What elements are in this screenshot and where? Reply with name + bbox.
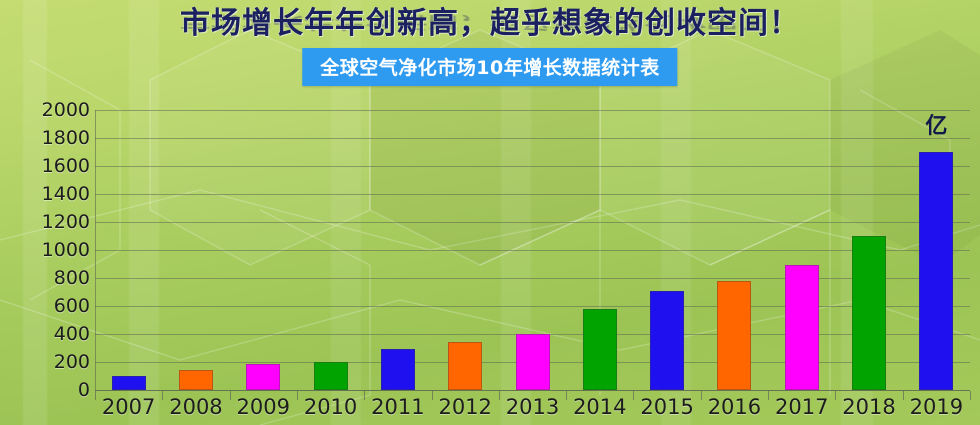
gridline [95,334,970,335]
x-axis-tick-mark [633,391,635,400]
gridline [95,278,970,279]
subtitle-banner-label: 全球空气净化市场10年增长数据统计表 [320,57,660,79]
x-axis-tick-mark [431,391,433,400]
x-axis-tick-mark [498,391,500,400]
bar-2015 [650,290,685,390]
y-axis-tick-label: 600 [53,295,90,317]
x-axis-label-2007: 2007 [101,395,156,419]
y-axis-tick-label: 1600 [41,155,90,177]
bar-2008 [178,370,213,390]
bar-2014 [582,308,617,390]
y-axis-tick-label: 2000 [41,99,90,121]
x-axis-tick-mark [229,391,231,400]
y-axis-tick-label: 400 [53,323,90,345]
x-axis-label-2009: 2009 [236,395,290,419]
gridline [95,306,970,307]
x-axis-label-2012: 2012 [438,395,492,419]
x-axis-tick-mark [296,391,298,400]
bar-2017 [784,265,819,390]
x-axis-label-2018: 2018 [842,395,896,419]
x-axis-tick-mark [162,391,164,400]
bar-2010 [313,362,348,390]
y-axis-line [95,110,96,391]
x-axis-label-2019: 2019 [909,395,964,419]
x-axis-tick-mark [835,391,837,400]
gridline [95,194,970,195]
y-axis-tick-label: 1800 [41,127,90,149]
bar-2013 [515,334,550,390]
bar-2016 [717,280,752,390]
x-axis-tick-mark [566,391,568,400]
bar-2009 [246,364,281,390]
gridline [95,110,970,111]
y-axis-tick-label: 800 [53,267,90,289]
gridline [95,166,970,167]
x-axis-label-2017: 2017 [774,395,829,419]
bar-2019 [919,152,954,390]
poster-headline: 市场增长年年创新高，超乎想象的创收空间！ [180,6,800,41]
bar-2018 [852,236,887,390]
y-axis-tick-label: 1000 [41,239,90,261]
x-axis-label-2015: 2015 [640,395,694,419]
y-axis-tick-label: 200 [53,351,90,373]
bar-2012 [448,342,483,390]
chart-plot-area [95,110,971,400]
y-axis-tick-label: 0 [77,379,90,401]
gridline [95,250,970,251]
x-axis-label-2014: 2014 [573,395,627,419]
x-axis-line [95,390,970,391]
x-axis-label-2010: 2010 [303,395,358,419]
x-axis-tick-mark [902,391,904,400]
y-axis-tick-label: 1400 [41,183,90,205]
gridline [95,362,970,363]
x-axis-tick-mark [95,391,96,400]
x-axis-tick-mark [700,391,702,400]
x-axis-tick-mark [364,391,366,400]
gridline [95,390,970,391]
bar-2007 [111,376,146,390]
gridline [95,222,970,223]
x-axis-tick-mark [970,391,971,400]
unit-annotation: 亿 [925,114,948,139]
subtitle-banner: 全球空气净化市场10年增长数据统计表 [302,48,678,86]
x-axis-label-2011: 2011 [371,395,425,419]
gridline [95,138,970,139]
x-axis-tick-mark [768,391,770,400]
bar-2011 [380,349,415,390]
x-axis-label-2008: 2008 [169,395,223,419]
x-axis-label-2013: 2013 [505,395,560,419]
y-axis-tick-label: 1200 [41,211,90,233]
x-axis-label-2016: 2016 [707,395,762,419]
